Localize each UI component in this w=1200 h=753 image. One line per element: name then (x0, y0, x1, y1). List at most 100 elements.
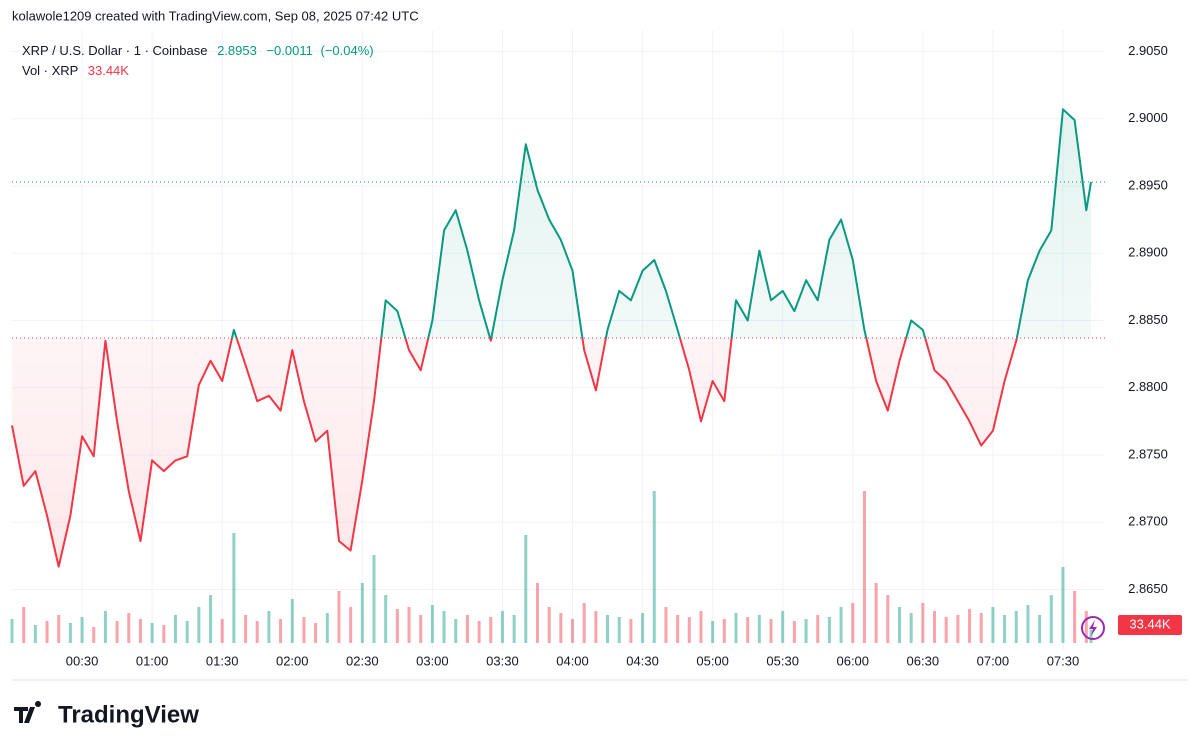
logo-text: TradingView (58, 701, 199, 728)
volume-bar (279, 619, 283, 643)
last-price: 2.8953 (217, 43, 257, 58)
volume-bar (1073, 591, 1077, 643)
legend-volume: Vol · XRP 33.44K (22, 63, 129, 78)
y-tick-label: 2.9000 (1128, 110, 1168, 125)
volume-bar (897, 607, 901, 643)
y-tick-label: 2.8900 (1128, 245, 1168, 260)
volume-bar (594, 611, 598, 643)
volume-bar (722, 619, 726, 643)
volume-bar (535, 583, 539, 643)
volume-bar (454, 619, 458, 643)
volume-bar (500, 611, 504, 643)
volume-bar (547, 607, 551, 643)
volume-bar (641, 613, 645, 643)
volume-name: Vol · XRP (22, 63, 78, 78)
assistant-icon (1081, 616, 1105, 640)
volume-bar (92, 627, 96, 643)
y-tick-label: 2.9050 (1128, 43, 1168, 58)
volume-bar (372, 555, 376, 643)
volume-bar (103, 611, 107, 643)
volume-bar (185, 621, 189, 643)
volume-bar (1026, 605, 1030, 643)
volume-bar (314, 623, 318, 643)
x-tick-label: 04:30 (626, 653, 659, 668)
volume-bar (851, 603, 855, 643)
x-tick-label: 03:00 (416, 653, 449, 668)
volume-bar (629, 619, 633, 643)
x-tick-label: 02:00 (276, 653, 309, 668)
volume-bar (827, 617, 831, 643)
volume-bar (664, 607, 668, 643)
logo: TradingView (14, 701, 199, 728)
y-tick-label: 2.8800 (1128, 379, 1168, 394)
volume-bar (816, 615, 820, 643)
volume-bar (244, 615, 248, 643)
x-tick-label: 06:00 (836, 653, 869, 668)
x-tick-label: 01:30 (206, 653, 239, 668)
volume-bar (839, 607, 843, 643)
volume-bar (442, 611, 446, 643)
volume-bar (792, 621, 796, 643)
symbol: XRP / U.S. Dollar · 1 · Coinbase (22, 43, 207, 58)
x-tick-label: 06:30 (907, 653, 940, 668)
volume-bar (524, 535, 528, 643)
volume-bar (571, 619, 575, 643)
volume-bar (687, 617, 691, 643)
volume-bar (652, 491, 656, 643)
volume-bar (1038, 615, 1042, 643)
volume-bar (290, 599, 294, 643)
x-tick-label: 07:30 (1047, 653, 1080, 668)
volume-bar (617, 617, 621, 643)
volume-bar (862, 491, 866, 643)
volume-bar (68, 623, 72, 643)
volume-bar (220, 619, 224, 643)
volume-bar (781, 611, 785, 643)
volume-bar (1061, 567, 1065, 643)
volume-bar (419, 615, 423, 643)
volume-bar (909, 613, 913, 643)
icon-ring (1081, 616, 1105, 640)
volume-bar (232, 533, 236, 643)
plot (11, 108, 1105, 568)
volume-bar (22, 607, 26, 643)
volume-bar (173, 615, 177, 643)
volume-bar (606, 615, 610, 643)
x-tick-label: 01:00 (136, 653, 169, 668)
volume-value: 33.44K (88, 63, 130, 78)
x-tick-label: 05:00 (696, 653, 729, 668)
volume-bar (162, 625, 166, 643)
volume-bar (886, 595, 890, 643)
logo-icon (14, 701, 42, 723)
y-tick-label: 2.8650 (1128, 581, 1168, 596)
volume-bar (512, 615, 516, 643)
volume-bar (337, 591, 341, 643)
x-tick-label: 02:30 (346, 653, 379, 668)
x-tick-label: 05:30 (766, 653, 799, 668)
change: −0.0011 (266, 43, 312, 58)
volume-bar (57, 615, 61, 643)
volume-bar (80, 617, 84, 643)
volume-bar (489, 617, 493, 643)
y-tick-label: 2.8850 (1128, 312, 1168, 327)
volume-bar (757, 615, 761, 643)
volume-bar (1049, 595, 1053, 643)
volume-bar (956, 615, 960, 643)
volume-label-box (1118, 615, 1182, 635)
volume-bar (360, 583, 364, 643)
volume-bar (465, 615, 469, 643)
x-tick-label: 03:30 (486, 653, 519, 668)
volume-bar (33, 625, 37, 643)
volume-bar (1014, 611, 1018, 643)
volume-bar (734, 613, 738, 643)
volume-bar (209, 595, 213, 643)
volume-bar (1089, 629, 1093, 643)
volume-bar (150, 623, 154, 643)
volume-bar (711, 621, 715, 643)
volume-bar (395, 609, 399, 643)
volume-bar (699, 611, 703, 643)
volume-bar (430, 605, 434, 643)
axes: 2.8650 2.8700 2.8750 2.8800 2.8850 2.8900 2.89… (66, 43, 1182, 668)
volume-bar (874, 583, 878, 643)
volume-bar (1003, 615, 1007, 643)
price-line (11, 108, 1092, 568)
